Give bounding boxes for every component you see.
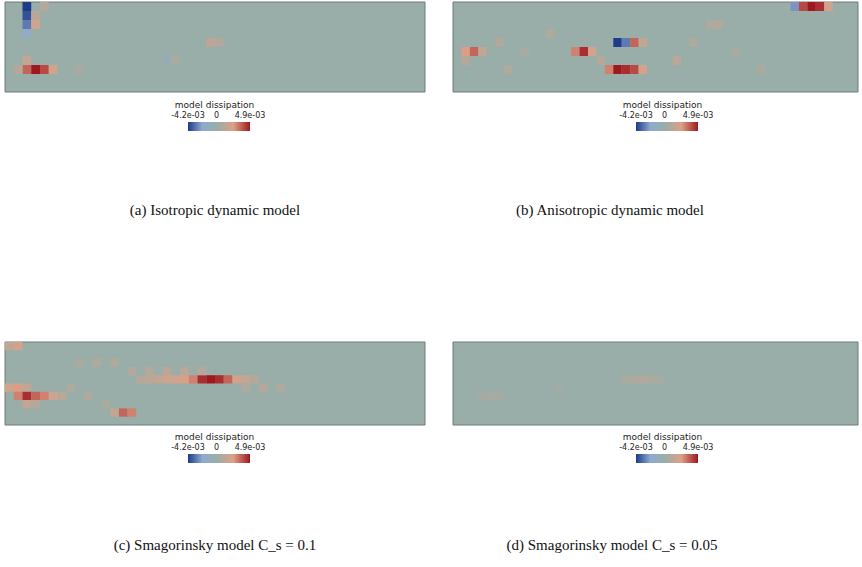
svg-text:model dissipation: model dissipation <box>623 432 702 442</box>
svg-text:model dissipation: model dissipation <box>175 432 254 442</box>
svg-text:(d) Smagorinsky model C_s = 0.: (d) Smagorinsky model C_s = 0.05 <box>507 537 718 554</box>
svg-text:0: 0 <box>662 111 667 120</box>
svg-text:4.9e-03: 4.9e-03 <box>683 111 714 120</box>
svg-text:0: 0 <box>662 443 667 452</box>
svg-text:(b) Anisotropic dynamic model: (b) Anisotropic dynamic model <box>516 202 704 219</box>
svg-text:-4.2e-03: -4.2e-03 <box>619 111 653 120</box>
svg-text:model dissipation: model dissipation <box>175 100 254 110</box>
svg-text:0: 0 <box>214 111 219 120</box>
svg-text:4.9e-03: 4.9e-03 <box>683 443 714 452</box>
svg-text:(c) Smagorinsky model C_s = 0.: (c) Smagorinsky model C_s = 0.1 <box>114 537 317 554</box>
svg-text:4.9e-03: 4.9e-03 <box>235 111 266 120</box>
svg-text:-4.2e-03: -4.2e-03 <box>171 443 205 452</box>
svg-text:4.9e-03: 4.9e-03 <box>235 443 266 452</box>
svg-text:-4.2e-03: -4.2e-03 <box>171 111 205 120</box>
svg-text:(a) Isotropic dynamic model: (a) Isotropic dynamic model <box>130 202 300 219</box>
svg-text:model dissipation: model dissipation <box>623 100 702 110</box>
svg-text:0: 0 <box>214 443 219 452</box>
svg-text:-4.2e-03: -4.2e-03 <box>619 443 653 452</box>
